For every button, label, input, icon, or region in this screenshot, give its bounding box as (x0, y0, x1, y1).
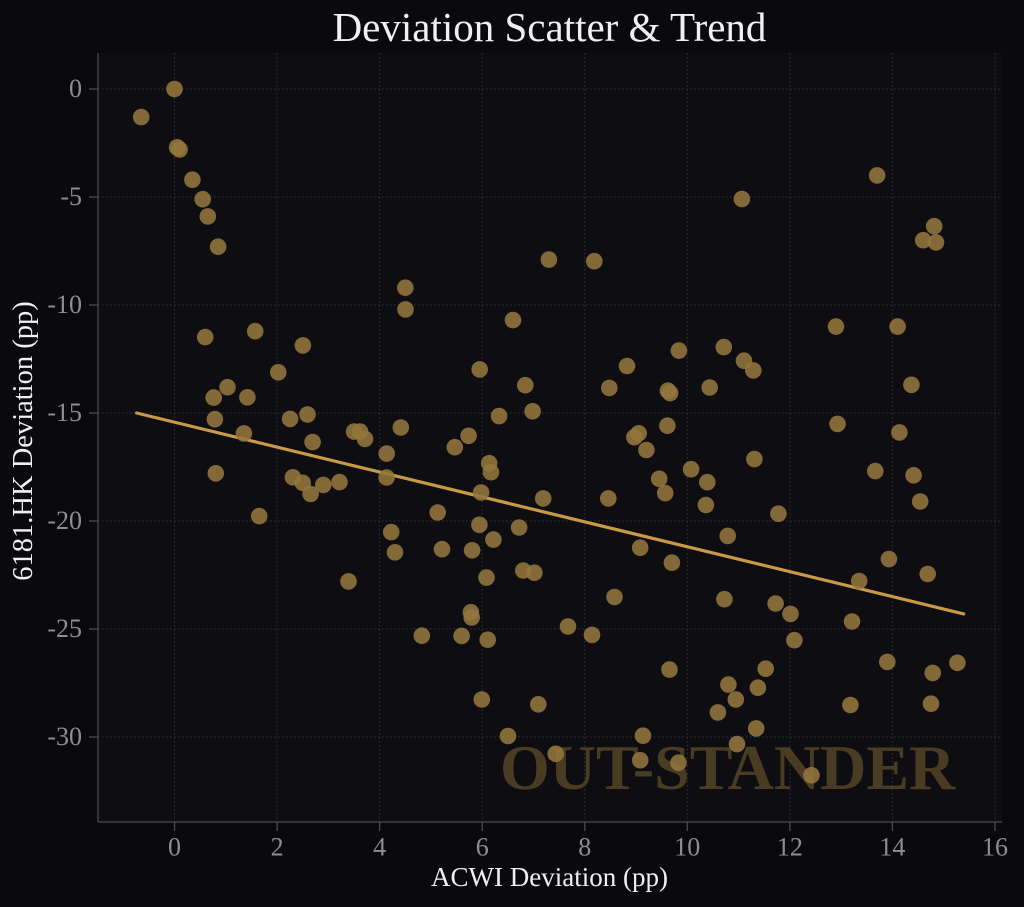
svg-text:-15: -15 (47, 398, 82, 427)
svg-text:14: 14 (879, 832, 905, 861)
svg-text:4: 4 (373, 832, 386, 861)
svg-text:0: 0 (69, 74, 82, 103)
svg-text:0: 0 (168, 832, 181, 861)
svg-text:6: 6 (476, 832, 489, 861)
svg-text:-10: -10 (47, 290, 82, 319)
svg-text:-25: -25 (47, 614, 82, 643)
svg-text:-5: -5 (60, 182, 82, 211)
svg-text:-20: -20 (47, 506, 82, 535)
svg-text:-30: -30 (47, 722, 82, 751)
svg-text:2: 2 (271, 832, 284, 861)
svg-text:16: 16 (982, 832, 1008, 861)
svg-text:10: 10 (674, 832, 700, 861)
svg-text:12: 12 (777, 832, 803, 861)
svg-text:OUT-STANDER: OUT-STANDER (500, 732, 956, 803)
svg-text:8: 8 (578, 832, 591, 861)
